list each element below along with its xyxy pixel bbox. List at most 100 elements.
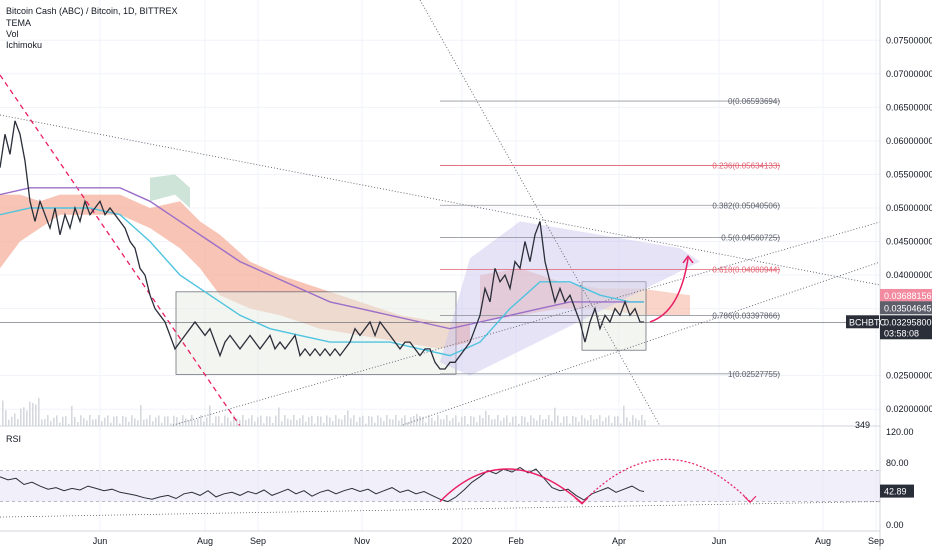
volume-bar [227, 417, 229, 426]
volume-bar [332, 421, 334, 426]
volume-bar [287, 418, 289, 426]
volume-bar [362, 415, 364, 426]
volume-bar [65, 416, 67, 426]
volume-bar [74, 416, 76, 426]
volume-bar [536, 420, 538, 426]
volume-bar [539, 415, 541, 426]
rsi-pane [0, 458, 881, 518]
volume-bar [467, 423, 469, 426]
volume-bar [143, 419, 145, 426]
x-tick-label: Apr [612, 536, 626, 546]
study-ichimoku[interactable]: Ichimoku [6, 40, 43, 50]
ema-purple-line [0, 187, 644, 330]
x-tick-label: 2020 [452, 536, 472, 546]
volume-bar [485, 410, 487, 426]
volume-bar [290, 419, 292, 426]
trendline-ascending [169, 221, 881, 427]
volume-bar [203, 421, 205, 426]
volume-bar [611, 422, 613, 426]
y-tick-label: 0.07500000 [886, 35, 932, 45]
volume-bar [614, 416, 616, 426]
volume-bar [137, 420, 139, 426]
volume-bar [2, 400, 4, 426]
rsi-line [0, 466, 645, 503]
volume-bar [419, 416, 421, 426]
projection-arrow-head [682, 255, 694, 264]
volume-bar [158, 415, 160, 426]
projection-arrow [649, 258, 689, 323]
volume-bar [68, 423, 70, 426]
volume-bar [335, 415, 337, 426]
volume-bar [236, 418, 238, 426]
volume-bar [437, 415, 439, 426]
volume-bar [128, 421, 130, 426]
rsi-title[interactable]: RSI [6, 434, 22, 444]
volume-bar [161, 422, 163, 426]
volume-bar [548, 415, 550, 426]
volume-bar [185, 418, 187, 426]
study-tema[interactable]: TEMA [6, 18, 32, 28]
price-line [0, 120, 644, 370]
x-tick-label: Aug [815, 536, 831, 546]
volume-bar [107, 415, 109, 426]
volume-bar [266, 416, 268, 426]
volume-bar [284, 415, 286, 426]
volume-bar [164, 416, 166, 426]
trendline-steep [419, 0, 661, 427]
study-vol[interactable]: Vol [6, 29, 19, 39]
volume-bar [638, 420, 640, 426]
y-tick-label: 0.02000000 [886, 404, 932, 414]
volume-bar [572, 415, 574, 426]
volume-bar [275, 415, 277, 426]
volume-bar [503, 417, 505, 426]
volume-bar [542, 419, 544, 426]
rsi-arc [439, 468, 583, 504]
volume-bar [281, 421, 283, 426]
volume-bar [41, 419, 43, 426]
volume-bar [395, 415, 397, 426]
volume-bar [233, 415, 235, 426]
volume-bar [575, 417, 577, 426]
y-tick-label: 0.04500000 [886, 237, 932, 247]
y-tick-label: 0.05500000 [886, 169, 932, 179]
volume-bar [230, 421, 232, 426]
volume-bar [512, 416, 514, 426]
volume-bar [344, 415, 346, 426]
price-tag: 0.03688156 [884, 291, 932, 301]
volume-bar [29, 401, 31, 426]
rsi-arc-projection [581, 458, 751, 504]
volume-bar [494, 419, 496, 426]
volume-bar [188, 420, 190, 426]
volume-bar [122, 415, 124, 426]
volume-bar [605, 417, 607, 426]
volume-bar [212, 423, 214, 426]
x-tick-label: Aug [197, 536, 213, 546]
volume-bar [278, 407, 280, 426]
volume-bar [53, 417, 55, 426]
volume-bar [644, 419, 646, 426]
volume-bar [377, 415, 379, 426]
volume-bar [446, 415, 448, 426]
volume-bar [59, 422, 61, 426]
volume-bar [119, 423, 121, 426]
volume-bar [596, 418, 598, 426]
volume-bar [182, 415, 184, 426]
rsi-y-tick-label: 0.00 [886, 520, 904, 530]
drawings: 0(0.06593694) 0.236(0.05634133) 0.382(0.05… [0, 0, 881, 427]
volume-bar [473, 416, 475, 426]
volume-bar [248, 418, 250, 426]
volume-bar [152, 421, 154, 426]
volume-bar [341, 419, 343, 426]
chart-title[interactable]: Bitcoin Cash (ABC) / Bitcoin, 1D, BITTRE… [6, 6, 178, 16]
volume-bar [44, 419, 46, 426]
y-tick-label: 0.05000000 [886, 203, 932, 213]
volume-bar [320, 416, 322, 426]
volume-bar [560, 422, 562, 426]
volume-bar [401, 418, 403, 426]
volume-bar [314, 423, 316, 426]
rsi-arc-head [574, 497, 589, 505]
volume-bar [641, 415, 643, 426]
volume-bar [635, 418, 637, 426]
